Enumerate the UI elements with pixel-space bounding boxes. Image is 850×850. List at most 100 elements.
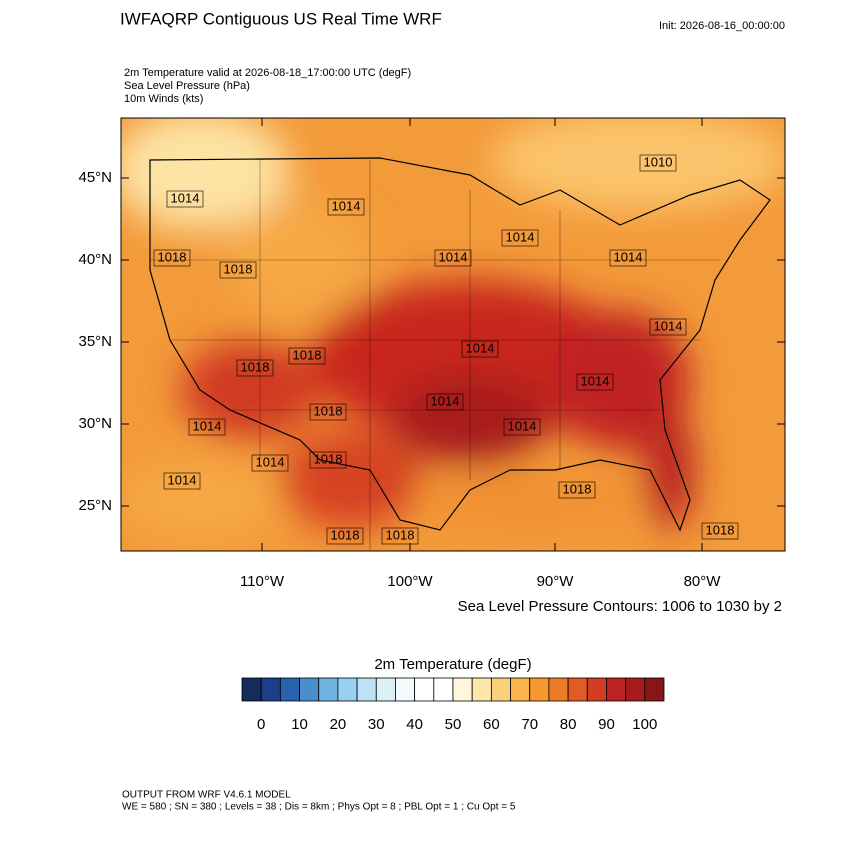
lat-label: 40°N	[78, 251, 112, 268]
contour-label: 1018	[314, 403, 343, 418]
contour-label-box	[288, 347, 326, 365]
contour-label-box	[639, 154, 677, 172]
contour-label: 1014	[171, 190, 200, 205]
contour-label-box	[219, 261, 257, 279]
contour-label: 1018	[706, 522, 735, 537]
contour-label: 1014	[431, 393, 460, 408]
contour-label-box	[649, 318, 687, 336]
map-frame	[120, 117, 786, 552]
contour-label: 1014	[506, 229, 535, 244]
colorbar-label: 30	[368, 716, 385, 733]
color-swatch	[318, 677, 339, 702]
contour-label-box	[309, 451, 347, 469]
contour-label-box	[236, 359, 274, 377]
contour-label-box	[326, 527, 364, 545]
contour-label-box	[166, 190, 204, 208]
contour-label: 1018	[293, 347, 322, 362]
contour-label: 1014	[332, 198, 361, 213]
contour-label-box	[153, 249, 191, 267]
contour-label-box	[576, 373, 614, 391]
color-swatch	[586, 677, 607, 702]
color-swatch	[433, 677, 454, 702]
contour-label-box	[609, 249, 647, 267]
colorbar-label: 60	[483, 716, 500, 733]
contour-label: 1018	[331, 527, 360, 542]
colorbar: 0 10 20 30 40 50 60 70 80 90 100	[241, 677, 665, 733]
contour-label: 1014	[168, 472, 197, 487]
footer-line: WE = 580 ; SN = 380 ; Levels = 38 ; Dis …	[122, 802, 516, 813]
contour-note: Sea Level Pressure Contours: 1006 to 103…	[458, 598, 782, 615]
contour-label: 1018	[386, 527, 415, 542]
contour-label: 1018	[314, 451, 343, 466]
color-swatch	[337, 677, 358, 702]
init-time: Init: 2026-08-16_00:00:00	[659, 20, 785, 32]
color-swatch	[241, 677, 262, 702]
contour-label: 1014	[439, 249, 468, 264]
contour-label-box	[188, 418, 226, 436]
contour-label: 1018	[158, 249, 187, 264]
contour-label: 1014	[614, 249, 643, 264]
contour-label: 1014	[508, 418, 537, 433]
contour-label-box	[501, 229, 539, 247]
contour-label: 1018	[241, 359, 270, 374]
lat-label: 30°N	[78, 415, 112, 432]
color-swatch	[414, 677, 435, 702]
color-swatch	[299, 677, 320, 702]
title: IWFAQRP Contiguous US Real Time WRF	[120, 9, 442, 28]
lon-label: 110°W	[240, 573, 285, 590]
color-swatch	[606, 677, 627, 702]
color-swatch	[279, 677, 300, 702]
field-line: 2m Temperature valid at 2026-08-18_17:00…	[124, 67, 411, 79]
color-swatch	[567, 677, 588, 702]
colorbar-label: 40	[406, 716, 423, 733]
contour-label: 1014	[654, 318, 683, 333]
contour-label: 1014	[466, 340, 495, 355]
map-labels: 45°N 40°N 35°N 30°N 25°N 110°W 100°W 90°W 80°W 10…	[78, 118, 785, 590]
color-swatch	[375, 677, 396, 702]
contour-label: 1018	[224, 261, 253, 276]
contour-label-box	[701, 522, 739, 540]
color-swatch	[356, 677, 377, 702]
map-field	[121, 118, 785, 551]
colorbar-label: 20	[330, 716, 347, 733]
color-swatch	[395, 677, 416, 702]
colorbar-label: 50	[445, 716, 462, 733]
contour-label-box	[558, 481, 596, 499]
contour-label-box	[461, 340, 499, 358]
colorbar-label: 80	[560, 716, 577, 733]
field-line: Sea Level Pressure (hPa)	[124, 80, 250, 92]
contour-label: 1014	[581, 373, 610, 388]
color-swatch	[510, 677, 531, 702]
colorbar-label: 100	[632, 716, 657, 733]
lat-label: 25°N	[78, 497, 112, 514]
color-swatch	[490, 677, 511, 702]
contour-label-box	[327, 198, 365, 216]
lat-label: 45°N	[78, 169, 112, 186]
footer-line: OUTPUT FROM WRF V4.6.1 MODEL	[122, 790, 291, 801]
contour-label-box	[426, 393, 464, 411]
contour-label-box	[309, 403, 347, 421]
color-swatch	[260, 677, 281, 702]
lon-label: 90°W	[537, 573, 575, 590]
contour-label-box	[251, 454, 289, 472]
field-line: 10m Winds (kts)	[124, 93, 203, 105]
color-swatch	[548, 677, 569, 702]
colorbar-label: 10	[291, 716, 308, 733]
lon-label: 80°W	[684, 573, 722, 590]
coastline	[149, 157, 771, 532]
lat-label: 35°N	[78, 333, 112, 350]
contour-label: 1014	[256, 454, 285, 469]
color-swatch	[529, 677, 550, 702]
color-swatch	[625, 677, 646, 702]
color-swatch	[452, 677, 473, 702]
lon-label: 100°W	[387, 573, 433, 590]
colorbar-label: 70	[521, 716, 538, 733]
contour-label: 1010	[644, 154, 673, 169]
colorbar-title: 2m Temperature (degF)	[374, 656, 531, 673]
contour-label-box	[163, 472, 201, 490]
contour-label: 1018	[563, 481, 592, 496]
colorbar-label: 0	[257, 716, 265, 733]
color-swatch	[644, 677, 665, 702]
contour-label-box	[381, 527, 419, 545]
